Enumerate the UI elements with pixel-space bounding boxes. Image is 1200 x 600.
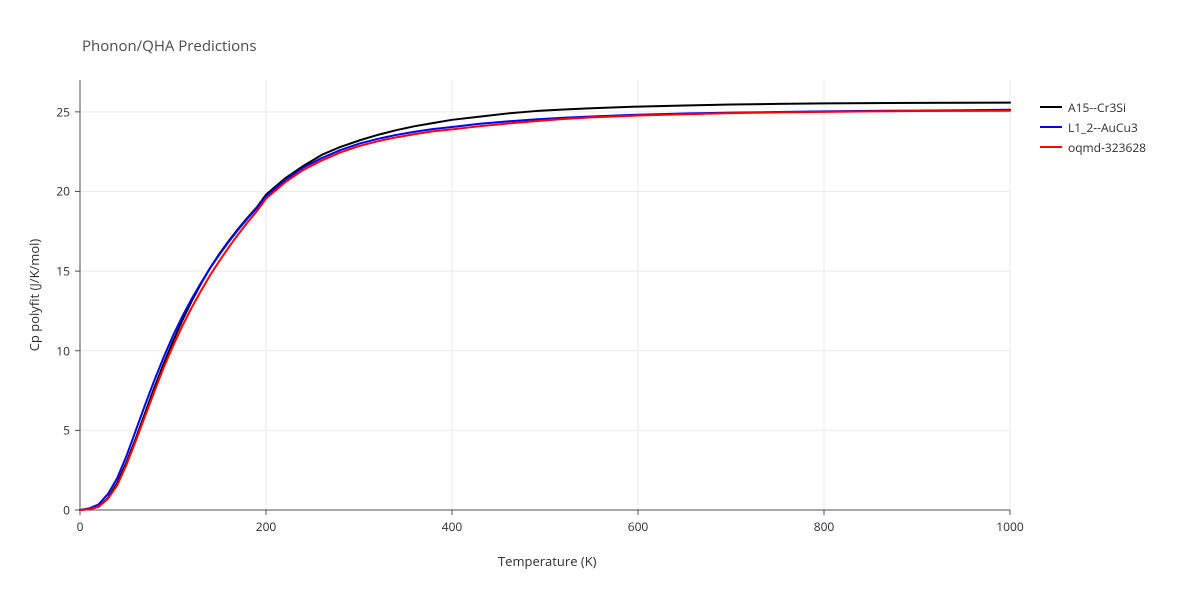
data-series	[80, 103, 1010, 510]
y-tick-label: 10	[56, 342, 70, 359]
legend-swatch	[1040, 146, 1062, 148]
x-tick-label: 600	[628, 518, 649, 535]
series-line	[80, 111, 1010, 510]
y-tick-label: 20	[56, 183, 70, 200]
legend-item[interactable]: oqmd-323628	[1040, 138, 1146, 156]
series-line	[80, 103, 1010, 510]
legend-item[interactable]: L1_2--AuCu3	[1040, 118, 1146, 136]
y-tick-label: 15	[56, 263, 70, 280]
chart-title: Phonon/QHA Predictions	[82, 36, 257, 56]
x-tick-label: 800	[814, 518, 835, 535]
chart-container: { "chart": { "type": "line", "title": "P…	[0, 0, 1200, 600]
legend-swatch	[1040, 106, 1062, 108]
legend-label: oqmd-323628	[1068, 139, 1146, 156]
legend-item[interactable]: A15--Cr3Si	[1040, 98, 1146, 116]
x-tick-label: 200	[256, 518, 277, 535]
series-line	[80, 110, 1010, 510]
axes	[80, 80, 1010, 510]
legend: A15--Cr3Si L1_2--AuCu3 oqmd-323628	[1040, 98, 1146, 158]
y-tick-label: 0	[63, 502, 70, 519]
y-tick-label: 25	[56, 103, 70, 120]
x-axis-label: Temperature (K)	[498, 552, 597, 570]
grid-lines	[80, 80, 1010, 510]
y-axis-label: Cp polyfit (J/K/mol)	[25, 239, 43, 352]
legend-swatch	[1040, 126, 1062, 128]
x-tick-label: 400	[442, 518, 463, 535]
y-tick-label: 5	[63, 422, 70, 439]
x-tick-label: 0	[77, 518, 84, 535]
legend-label: L1_2--AuCu3	[1068, 119, 1138, 136]
tick-marks	[75, 112, 1010, 515]
chart-svg	[0, 0, 1200, 600]
legend-label: A15--Cr3Si	[1068, 99, 1126, 116]
x-tick-label: 1000	[996, 518, 1023, 535]
